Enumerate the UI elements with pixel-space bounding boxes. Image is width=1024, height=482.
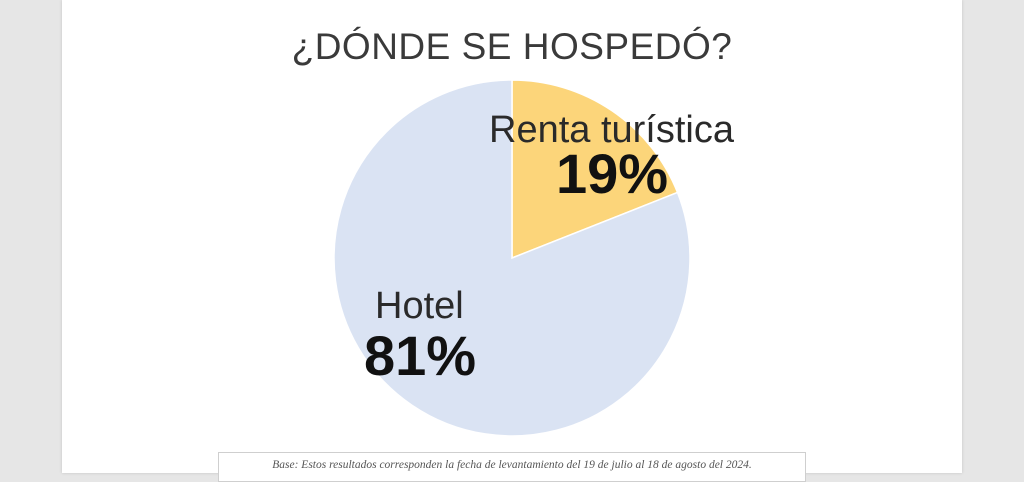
pie-slice-renta-turistica (511, 79, 679, 260)
report-page: ¿DÓNDE SE HOSPEDÓ? Renta turística 19% H… (62, 0, 962, 482)
slice-label-hotel: Hotel (375, 285, 464, 327)
footnote: Base: Estos resultados corresponden la f… (218, 452, 806, 482)
slice-value-hotel: 81% (364, 324, 476, 387)
chart-title: ¿DÓNDE SE HOSPEDÓ? (291, 26, 733, 67)
pie-chart: Renta turística 19% Hotel 81% (333, 79, 735, 437)
slice-label-renta: Renta turística (489, 109, 735, 151)
slice-value-renta: 19% (556, 142, 668, 205)
pie-slice-hotel (333, 79, 691, 437)
